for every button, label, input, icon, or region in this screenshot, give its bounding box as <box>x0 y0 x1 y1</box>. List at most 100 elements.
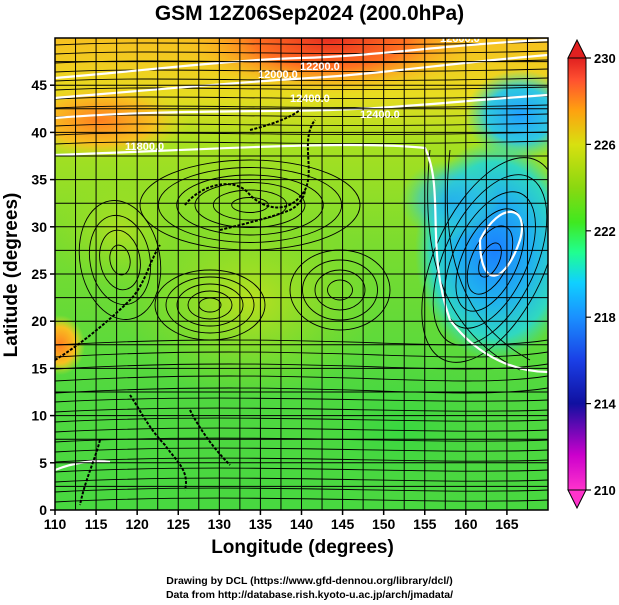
credit-line-dcl: Drawing by DCL (https://www.gfd-dennou.o… <box>166 575 453 587</box>
streamline-loop <box>302 259 378 321</box>
y-tick-label: 10 <box>31 408 47 424</box>
colorbar-top-arrow <box>567 38 587 59</box>
streamline-loop <box>187 290 233 320</box>
contour-label: 11800.0 <box>125 141 164 153</box>
contour-label: 12400.0 <box>360 109 400 121</box>
streamline <box>55 407 548 413</box>
height-contour <box>478 210 523 277</box>
streamline-loop <box>78 200 162 320</box>
streamline-loop <box>194 182 306 228</box>
x-tick-label: 125 <box>167 516 191 532</box>
x-tick-label: 140 <box>290 516 314 532</box>
streamline <box>55 457 548 463</box>
streamline <box>55 397 548 403</box>
height-contour <box>55 38 548 80</box>
credit-line-data: Data from http://database.rish.kyoto-u.a… <box>165 589 454 601</box>
streamline-loop <box>314 269 366 311</box>
x-tick-label: 120 <box>125 516 149 532</box>
streamline-loop <box>88 214 152 306</box>
contour-labels: 12000.0 12400.0 11800.0 12200.0 12400.0 12600… <box>125 33 480 153</box>
x-tick-label: 130 <box>208 516 232 532</box>
y-tick-label: 40 <box>31 124 47 140</box>
height-contours <box>55 38 548 472</box>
streamline <box>55 95 548 100</box>
y-tick-label: 5 <box>39 455 47 471</box>
streamline <box>55 375 548 382</box>
streamline-loop <box>327 279 353 301</box>
streamline-loop <box>432 174 548 346</box>
colorbar-tick-label: 230 <box>594 51 616 66</box>
y-tick-label: 15 <box>31 360 47 376</box>
streamline-loop <box>176 283 244 327</box>
x-tick-label: 145 <box>331 516 355 532</box>
streamline-loop <box>231 197 269 213</box>
chart-title: GSM 12Z06Sep2024 (200.0hPa) <box>154 2 465 25</box>
streamline-loop <box>165 276 255 334</box>
coastline <box>219 189 306 231</box>
streamline <box>55 351 548 358</box>
streamline <box>55 68 548 73</box>
streamline <box>55 487 548 493</box>
contour-label: 12600.0 <box>440 33 480 45</box>
streamline <box>55 41 548 46</box>
streamline <box>55 122 548 127</box>
streamline-loop <box>99 229 141 291</box>
streamline-loop <box>157 167 343 243</box>
streamline-loop <box>455 208 525 312</box>
coastline <box>129 394 187 491</box>
streamline <box>55 50 548 55</box>
height-contour <box>55 53 548 100</box>
x-tick-label: 115 <box>85 516 108 532</box>
streamline <box>55 417 548 423</box>
streamline <box>55 447 548 453</box>
streamline-loop <box>109 244 131 276</box>
height-contour <box>55 93 548 120</box>
y-tick-label: 45 <box>31 77 47 93</box>
x-tick-label: 150 <box>372 516 396 532</box>
coastline <box>79 439 101 506</box>
y-tick-label: 0 <box>39 502 47 518</box>
x-axis-ticks: 110 115 120 125 130 135 140 145 150 155 160 165 <box>44 510 519 532</box>
streamline <box>55 497 548 503</box>
x-tick-label: 155 <box>413 516 437 532</box>
streamline-loop <box>444 191 536 329</box>
streamline <box>55 104 548 109</box>
streamline-loop <box>421 157 548 363</box>
y-tick-label: 35 <box>31 172 47 188</box>
streamline-loop <box>176 174 324 236</box>
streamline <box>55 86 548 91</box>
colorbar: 210 214 218 222 226 230 <box>567 38 616 510</box>
streamline <box>55 467 548 473</box>
y-tick-label: 30 <box>31 219 47 235</box>
height-contour <box>55 460 111 472</box>
x-axis-title: Longitude (degrees) <box>211 537 394 558</box>
colorbar-tick-label: 222 <box>594 224 616 239</box>
colorbar-tick-label: 226 <box>594 137 616 152</box>
x-tick-label: 110 <box>44 516 67 532</box>
x-tick-label: 165 <box>495 516 519 532</box>
y-tick-label: 20 <box>31 313 47 329</box>
x-tick-label: 135 <box>249 516 273 532</box>
contour-label: 12400.0 <box>290 93 330 105</box>
height-contour <box>55 143 548 374</box>
colorbar-body <box>567 57 587 491</box>
colorbar-tick-label: 214 <box>594 397 616 412</box>
colorbar-bottom-arrow <box>567 489 587 510</box>
contour-label: 12200.0 <box>300 61 340 73</box>
streamline <box>55 427 548 433</box>
x-tick-label: 160 <box>454 516 478 532</box>
contour-label: 12000.0 <box>258 69 298 81</box>
streamline <box>55 131 548 136</box>
y-axis-ticks: 0 5 10 15 20 25 30 35 40 45 <box>31 77 55 518</box>
streamline <box>55 140 548 145</box>
colorbar-tick-label: 218 <box>594 310 616 325</box>
coastline <box>249 109 301 131</box>
y-axis-title: Latitude (degrees) <box>1 192 22 358</box>
streamline <box>55 477 548 483</box>
colorbar-ticks: 210 214 218 222 226 230 <box>586 51 616 498</box>
colorbar-tick-label: 210 <box>594 483 616 498</box>
y-tick-label: 25 <box>31 266 47 282</box>
coastline <box>55 244 161 361</box>
grid-lines <box>55 38 548 510</box>
streamline <box>55 77 548 82</box>
